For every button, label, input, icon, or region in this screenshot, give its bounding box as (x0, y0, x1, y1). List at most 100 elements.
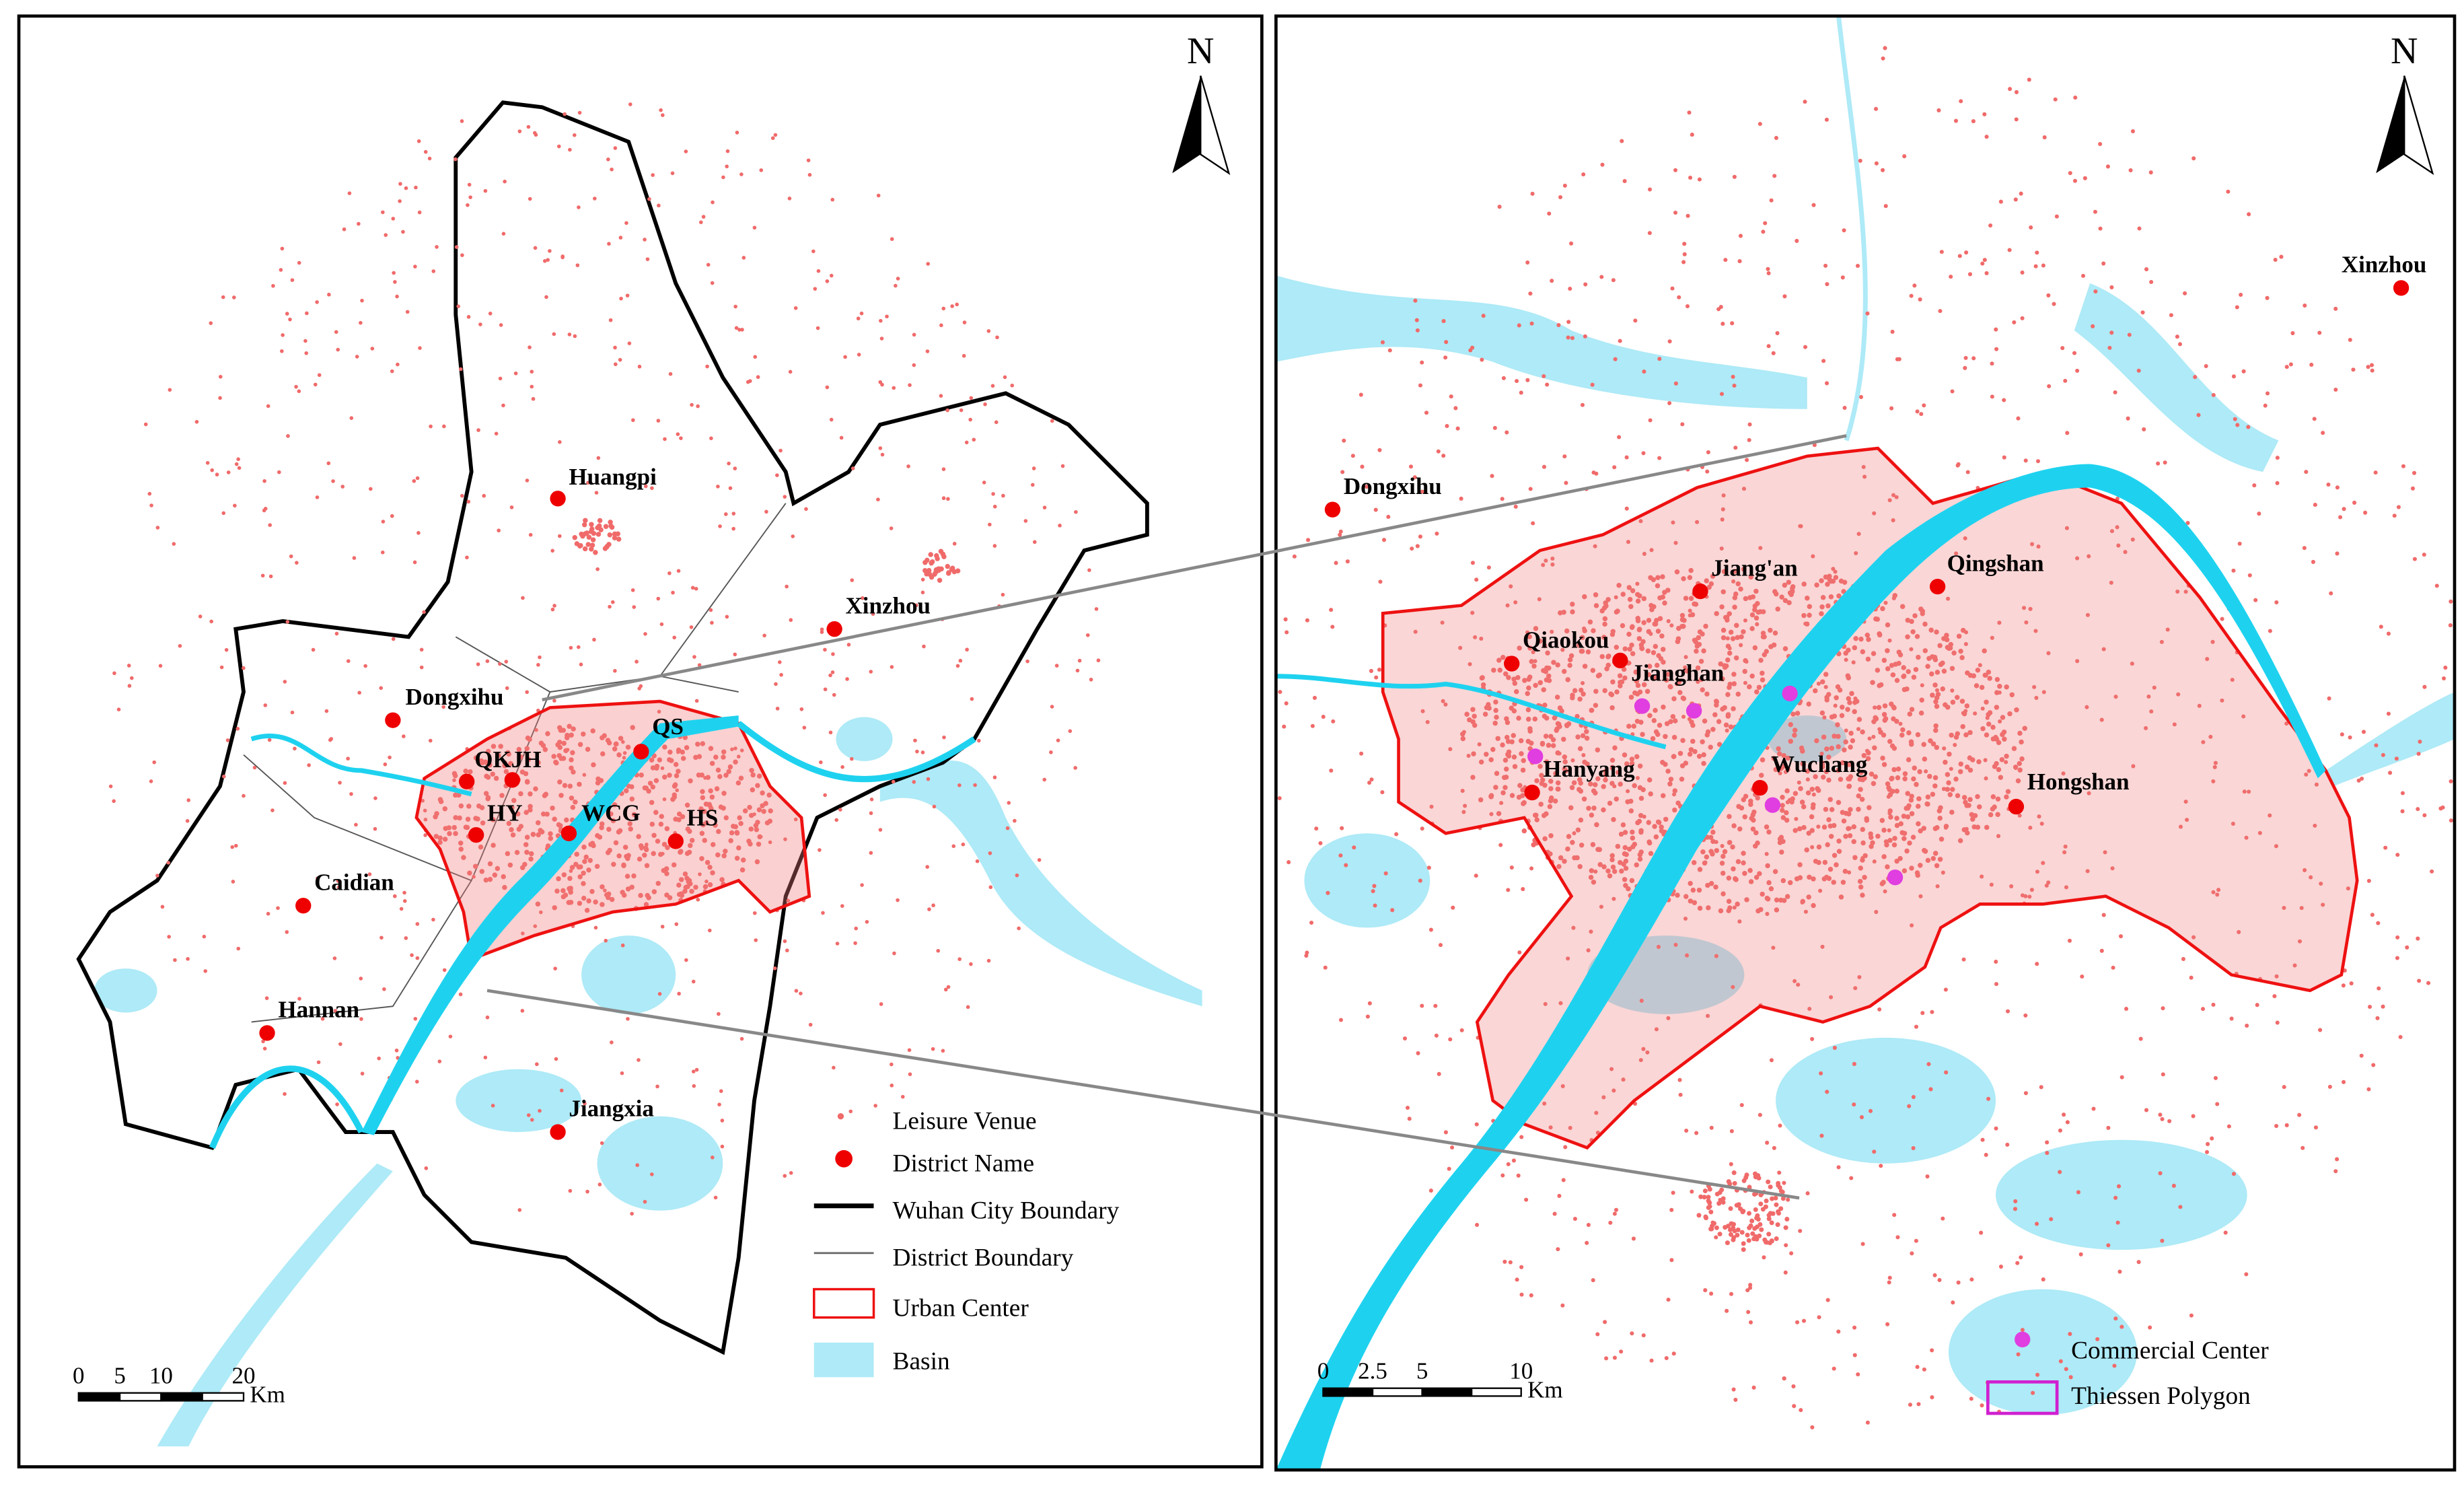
leisure-venue (733, 746, 737, 750)
leisure-venue (1468, 348, 1473, 353)
leisure-venue (1725, 713, 1731, 719)
leisure-venue (1816, 859, 1821, 865)
leisure-venue (1563, 768, 1569, 774)
leisure-venue (649, 800, 655, 806)
leisure-venue (1610, 864, 1616, 870)
leisure-venue (1973, 683, 1980, 688)
leisure-venue (1505, 738, 1511, 744)
leisure-venue (628, 102, 632, 106)
leisure-venue (1998, 719, 2002, 723)
leisure-venue (1709, 1125, 1714, 1130)
leisure-venue (1626, 631, 1632, 637)
leisure-venue (237, 466, 242, 470)
leisure-venue (1635, 775, 1640, 781)
leisure-venue (1918, 828, 1923, 834)
leisure-venue (1667, 339, 1672, 344)
leisure-venue (1731, 1235, 1737, 1240)
leisure-venue (1805, 790, 1811, 795)
leisure-venue (1652, 824, 1657, 829)
leisure-venue (659, 622, 664, 627)
leisure-venue (2274, 844, 2278, 849)
leisure-venue (968, 417, 972, 422)
leisure-venue (1628, 604, 1634, 609)
leisure-venue (487, 861, 493, 867)
leisure-venue (610, 167, 614, 172)
leisure-venue (2072, 351, 2077, 355)
leisure-venue (1891, 842, 1897, 848)
leisure-venue (1571, 925, 1576, 930)
leisure-venue (1727, 650, 1733, 656)
leisure-venue (941, 467, 946, 471)
leisure-venue (550, 549, 554, 553)
leisure-venue (1721, 569, 1727, 574)
leisure-venue (1815, 787, 1821, 793)
leisure-venue (1608, 1220, 1613, 1225)
leisure-venue (1377, 668, 1382, 672)
leisure-venue (1725, 728, 1729, 733)
leisure-venue (1994, 347, 1999, 351)
leisure-venue (1887, 1280, 1891, 1285)
leisure-venue (616, 853, 622, 859)
leisure-venue (701, 215, 706, 219)
leisure-venue (1542, 1101, 1547, 1106)
leisure-venue (2128, 168, 2133, 173)
leisure-venue (297, 260, 301, 265)
leisure-venue (1766, 1232, 1772, 1237)
leisure-venue (509, 827, 514, 833)
leisure-venue (418, 346, 422, 350)
leisure-venue (1648, 851, 1654, 856)
leisure-venue (1532, 812, 1538, 818)
leisure-venue (1919, 697, 1924, 703)
leisure-venue (839, 435, 844, 440)
leisure-venue (2449, 779, 2453, 784)
leisure-venue (755, 820, 760, 825)
leisure-venue (1671, 520, 1675, 525)
leisure-venue (1647, 713, 1653, 718)
leisure-venue (2007, 248, 2012, 252)
leisure-venue (926, 777, 931, 781)
leisure-venue (1831, 880, 1836, 885)
leisure-venue (1716, 742, 1723, 747)
leisure-venue (718, 804, 724, 810)
leisure-venue (945, 563, 950, 569)
leisure-venue (1050, 705, 1054, 709)
leisure-venue (2319, 881, 2323, 886)
leisure-venue (1727, 681, 1733, 687)
leisure-venue (505, 851, 511, 857)
leisure-venue (1798, 524, 1803, 528)
leisure-venue (1484, 705, 1490, 711)
leisure-venue (783, 495, 787, 499)
leisure-venue (1988, 812, 1994, 818)
leisure-venue (1604, 1356, 1609, 1361)
leisure-venue (130, 676, 134, 680)
leisure-venue (1762, 1255, 1766, 1260)
leisure-venue (1654, 1027, 1659, 1032)
district-point (2008, 798, 2025, 815)
leisure-venue (1697, 177, 1702, 182)
leisure-venue (1380, 340, 1385, 345)
leisure-venue (928, 552, 933, 557)
leisure-venue (635, 1163, 640, 1167)
leisure-venue (1710, 839, 1716, 844)
leisure-venue (2370, 368, 2375, 373)
leisure-venue (878, 828, 883, 832)
leisure-venue (1037, 857, 1042, 862)
leisure-venue (571, 726, 576, 732)
leisure-venue (1780, 1189, 1785, 1195)
leisure-venue (595, 525, 600, 530)
leisure-venue (630, 725, 635, 730)
leisure-venue (1489, 812, 1494, 816)
leisure-venue (1732, 569, 1737, 574)
leisure-venue (1534, 817, 1539, 822)
legend: Commercial Center Thiessen Polygon (1986, 1331, 2269, 1415)
leisure-venue (885, 314, 889, 319)
leisure-venue (437, 839, 443, 845)
leisure-venue (1649, 1358, 1654, 1363)
leisure-venue (2233, 417, 2237, 421)
leisure-venue (2335, 1157, 2340, 1162)
leisure-venue (965, 647, 969, 652)
leisure-venue (1780, 815, 1786, 820)
leisure-venue (2313, 1125, 2318, 1130)
leisure-venue (2113, 695, 2118, 699)
leisure-venue (1984, 824, 1990, 830)
